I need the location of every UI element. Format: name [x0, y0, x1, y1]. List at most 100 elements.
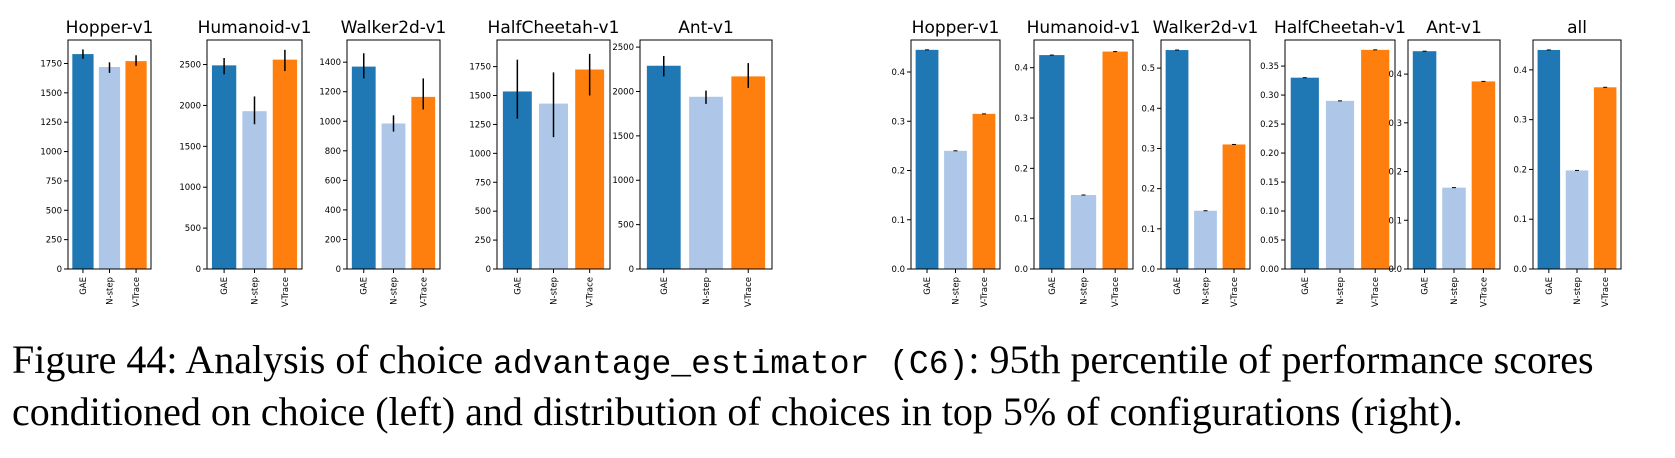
plot-frame: [1532, 39, 1622, 270]
bar: [1222, 144, 1246, 269]
bar: [1039, 55, 1065, 269]
x-tick-label: N-step: [952, 277, 962, 305]
y-tick-label: 0.4: [1141, 104, 1155, 114]
y-tick-label: 1000: [319, 117, 341, 127]
x-tick-label: N-step: [1202, 277, 1212, 305]
y-tick-label: 1000: [612, 176, 634, 186]
y-tick-label: 0.1: [1388, 216, 1402, 226]
y-tick-label: 0.1: [1513, 215, 1527, 225]
y-tick-label: 750: [46, 177, 62, 187]
y-tick-label: 600: [325, 176, 341, 186]
bar: [502, 91, 532, 270]
chart-title: Humanoid-v1: [1027, 18, 1141, 38]
y-tick-label: 800: [325, 147, 341, 157]
bar: [1565, 170, 1589, 269]
caption-text-2: : 95th percentile of performance scores: [968, 337, 1594, 382]
chart-title: Walker2d-v1: [341, 18, 447, 38]
x-tick-label: V-Trace: [419, 277, 429, 307]
y-tick-label: 500: [185, 224, 201, 234]
x-tick-label: GAE: [923, 277, 933, 295]
plot-frame: [910, 39, 1001, 270]
x-tick-label: GAE: [360, 277, 370, 295]
bar: [411, 96, 436, 269]
y-tick-label: 0.2: [1014, 164, 1028, 174]
bar: [972, 113, 996, 269]
chart-title: Humanoid-v1: [198, 18, 312, 38]
chart-title: Walker2d-v1: [1153, 18, 1259, 38]
y-tick-label: 0: [629, 265, 634, 275]
figure-charts: Hopper-v1 0 250 500 750 1000 1250 1500 1750 GAE N-…: [40, 18, 1622, 307]
bar: [211, 65, 237, 269]
bar: [915, 49, 939, 270]
bar: [1194, 210, 1217, 269]
y-tick-label: 1400: [319, 58, 341, 68]
x-tick-label: V-Trace: [980, 277, 990, 307]
y-tick-label: 0: [336, 265, 341, 275]
chart-title: Hopper-v1: [912, 18, 1000, 38]
y-tick-label: 0.2: [1388, 168, 1402, 178]
x-tick-label: V-Trace: [1230, 277, 1240, 307]
x-tick-label: N-step: [251, 277, 261, 305]
caption-code: advantage_estimator (C6): [493, 346, 969, 383]
caption-text-1: Figure 44: Analysis of choice: [12, 337, 494, 382]
bar: [1593, 87, 1617, 269]
y-tick-label: 0.2: [1141, 185, 1155, 195]
x-tick-label: GAE: [1173, 277, 1183, 295]
y-tick-label: 0.1: [891, 216, 905, 226]
bar: [1361, 49, 1390, 269]
y-tick-label: 500: [475, 207, 491, 217]
y-tick-label: 200: [325, 235, 341, 245]
x-tick-label: GAE: [660, 277, 670, 295]
bar: [1537, 49, 1561, 270]
y-tick-label: 0.3: [1014, 114, 1028, 124]
x-tick-label: N-step: [1080, 277, 1090, 305]
y-tick-label: 0.4: [1513, 66, 1527, 76]
y-tick-label: 500: [46, 206, 62, 216]
y-tick-label: 1250: [469, 120, 491, 130]
y-tick-label: 250: [475, 236, 491, 246]
x-tick-label: V-Trace: [1111, 277, 1121, 307]
bar: [1165, 50, 1189, 270]
y-tick-label: 0.25: [1260, 120, 1279, 130]
x-tick-label: N-step: [1450, 277, 1460, 305]
y-tick-label: 1500: [612, 132, 634, 142]
y-tick-label: 1000: [469, 149, 491, 159]
x-tick-label: V-Trace: [281, 277, 291, 307]
y-tick-label: 0.35: [1260, 62, 1279, 72]
plot-frame: [206, 39, 303, 270]
x-tick-label: N-step: [390, 277, 400, 305]
bar: [1325, 100, 1355, 270]
plot-frame: [346, 39, 441, 270]
y-tick-label: 0.4: [891, 68, 905, 78]
bar: [1412, 51, 1437, 269]
y-tick-label: 0.3: [1513, 116, 1527, 126]
plot-frame: [496, 39, 611, 270]
x-tick-label: V-Trace: [1371, 277, 1381, 307]
y-tick-label: 1750: [469, 63, 491, 73]
chart-title: all: [1567, 18, 1587, 38]
y-tick-label: 1500: [469, 92, 491, 102]
y-tick-label: 0.3: [1388, 119, 1402, 129]
chart-title: HalfCheetah-v1: [1274, 18, 1406, 38]
plot-frame: [67, 39, 152, 270]
bar: [242, 111, 267, 270]
y-tick-label: 0.0: [1513, 265, 1527, 275]
x-tick-label: GAE: [1301, 277, 1311, 295]
y-tick-label: 250: [46, 236, 62, 246]
figure-caption: Figure 44: Analysis of choice advantage_…: [12, 336, 1672, 435]
y-tick-label: 0: [486, 265, 491, 275]
y-tick-label: 2500: [179, 61, 201, 71]
y-tick-label: 1250: [40, 118, 62, 128]
y-tick-label: 1000: [40, 148, 62, 158]
bar: [272, 59, 298, 269]
y-tick-label: 0.1: [1014, 215, 1028, 225]
y-tick-label: 0.5: [1141, 64, 1155, 74]
x-tick-label: GAE: [513, 277, 523, 295]
y-tick-label: 0.2: [1513, 165, 1527, 175]
y-tick-label: 1500: [40, 89, 62, 99]
y-tick-label: 2000: [179, 101, 201, 111]
bar: [72, 54, 94, 269]
y-tick-label: 1000: [179, 183, 201, 193]
chart-title: Ant-v1: [1426, 18, 1482, 38]
y-tick-label: 0.10: [1260, 207, 1279, 217]
